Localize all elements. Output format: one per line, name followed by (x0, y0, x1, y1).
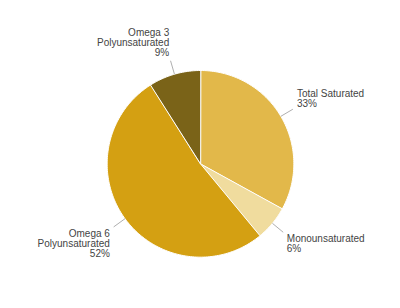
svg-text:Omega 6Polyunsaturated52%: Omega 6Polyunsaturated52% (38, 228, 111, 259)
svg-text:Omega 3Polyunsaturated9%: Omega 3Polyunsaturated9% (97, 27, 170, 58)
svg-text:Total Saturated33%: Total Saturated33% (297, 88, 364, 109)
svg-text:Monounsaturated6%: Monounsaturated6% (287, 233, 365, 254)
